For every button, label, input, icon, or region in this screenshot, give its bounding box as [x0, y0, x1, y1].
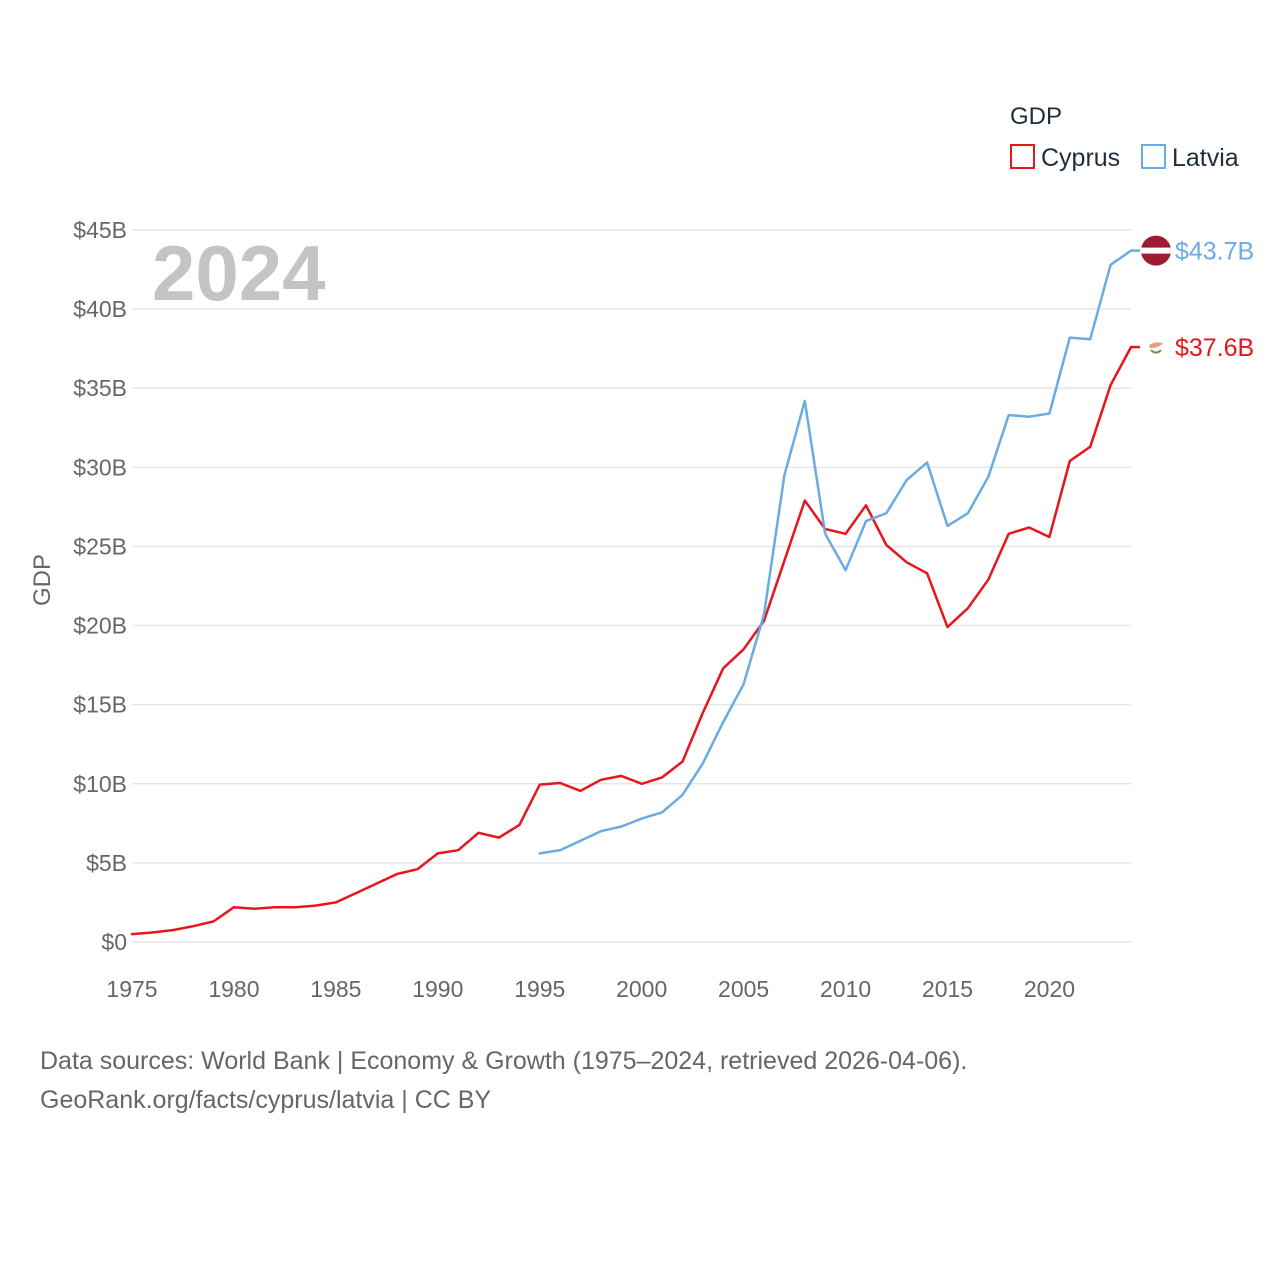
- latvia-end-label: $43.7B: [1175, 238, 1254, 266]
- x-tick-label: 1990: [412, 976, 463, 1002]
- x-tick-label: 2000: [616, 976, 667, 1002]
- y-tick-label: $35B: [73, 375, 127, 401]
- source-note: Data sources: World Bank | Economy & Gro…: [40, 1042, 967, 1120]
- y-tick-label: $40B: [73, 296, 127, 322]
- legend-label-cyprus[interactable]: Cyprus: [1041, 144, 1120, 172]
- legend: GDP Cyprus Latvia: [1010, 103, 1239, 172]
- x-tick-label: 2015: [922, 976, 973, 1002]
- source-line-2[interactable]: GeoRank.org/facts/cyprus/latvia | CC BY: [40, 1086, 492, 1114]
- x-tick-label: 1975: [106, 976, 157, 1002]
- y-tick-label: $20B: [73, 613, 127, 639]
- legend-label-latvia[interactable]: Latvia: [1172, 144, 1239, 172]
- y-tick-label: $0: [101, 929, 127, 955]
- y-tick-label: $45B: [73, 217, 127, 243]
- end-markers: $43.7B $37.6B: [1141, 235, 1254, 362]
- source-line-1: Data sources: World Bank | Economy & Gro…: [40, 1047, 968, 1075]
- x-tick-label: 2010: [820, 976, 871, 1002]
- y-tick-label: $15B: [73, 692, 127, 718]
- y-axis-ticks: $0 $5B $10B $15B $20B $25B $30B $35B $40B $45B: [73, 217, 127, 955]
- x-axis-ticks: 1975 1980 1985 1990 1995 2000 2005 2010 2015 2020: [106, 976, 1075, 1002]
- legend-swatch-cyprus[interactable]: [1010, 144, 1035, 169]
- series-line-cyprus[interactable]: [130, 345, 1133, 936]
- latvia-flag-icon: [1141, 235, 1171, 266]
- y-tick-label: $5B: [86, 850, 127, 876]
- x-tick-label: 1995: [514, 976, 565, 1002]
- cyprus-end-label: $37.6B: [1175, 334, 1254, 362]
- y-axis-label: GDP: [29, 554, 56, 606]
- x-tick-label: 1985: [310, 976, 361, 1002]
- y-tick-label: $10B: [73, 771, 127, 797]
- legend-title: GDP: [1010, 103, 1062, 130]
- x-tick-label: 2020: [1024, 976, 1075, 1002]
- gdp-chart: $0 $5B $10B $15B $20B $25B $30B $35B $40B $45B 19…: [29, 103, 1254, 1002]
- legend-swatch-latvia[interactable]: [1141, 144, 1166, 169]
- gridlines: [132, 229, 1131, 943]
- series-line-latvia[interactable]: [538, 249, 1133, 855]
- year-label: 2024: [152, 229, 326, 317]
- x-tick-label: 1980: [208, 976, 259, 1002]
- series-lines: [130, 249, 1140, 936]
- y-tick-label: $30B: [73, 454, 127, 480]
- x-tick-label: 2005: [718, 976, 769, 1002]
- cyprus-flag-icon: [1146, 337, 1166, 358]
- y-tick-label: $25B: [73, 533, 127, 559]
